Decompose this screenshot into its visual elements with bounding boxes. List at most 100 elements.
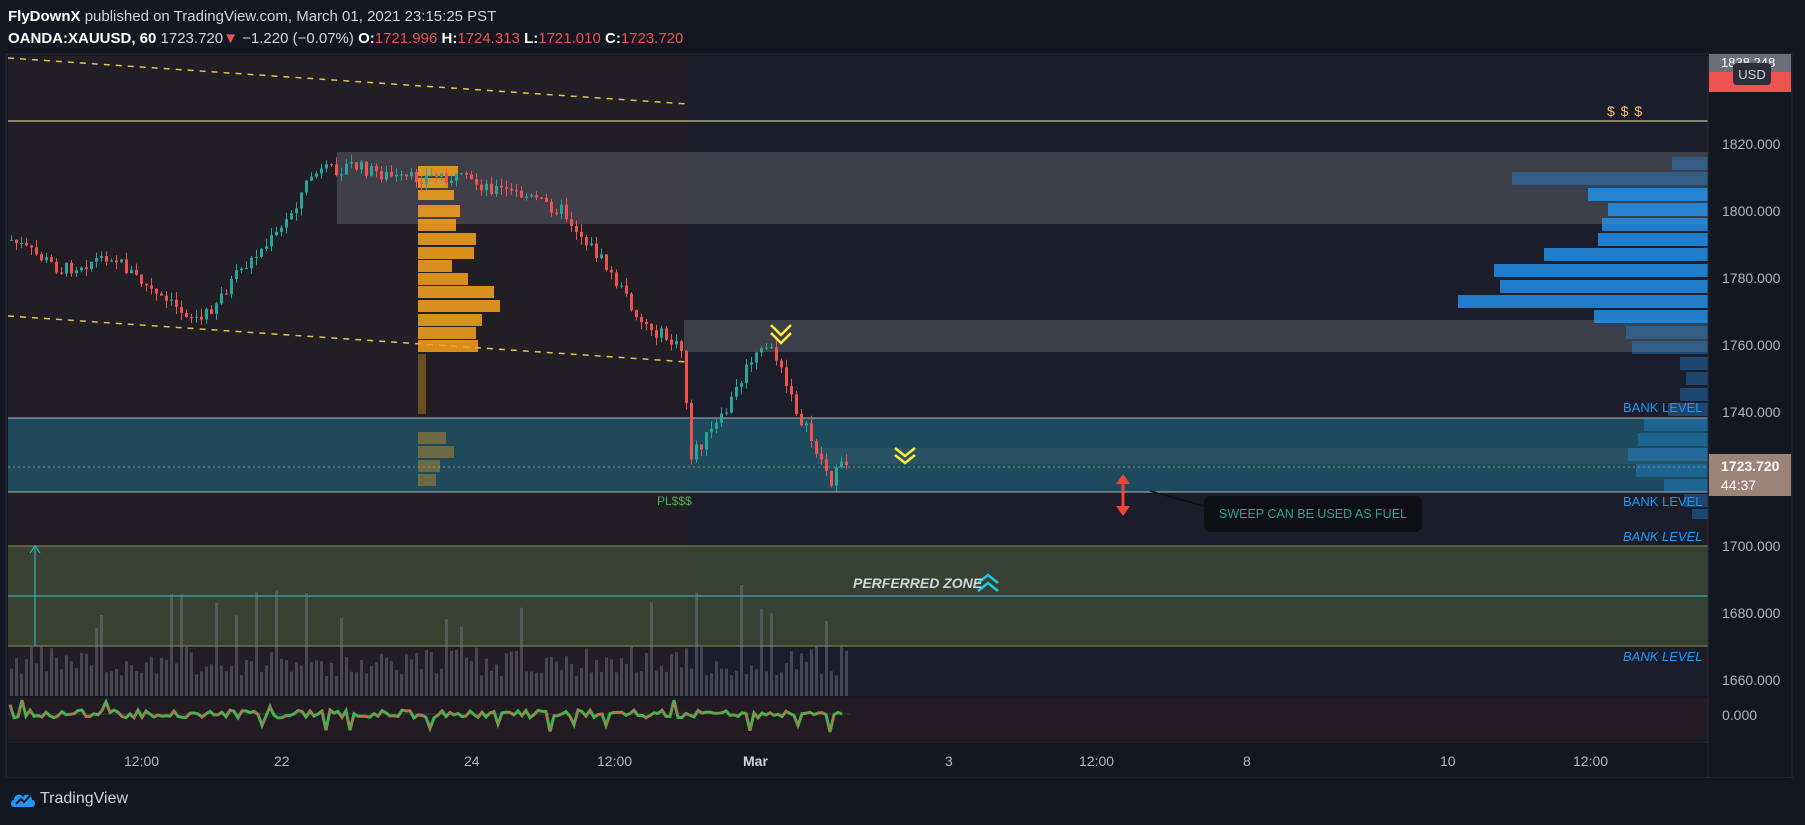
volume-bar bbox=[405, 654, 408, 696]
candle-body bbox=[85, 267, 88, 270]
candle-body bbox=[30, 245, 33, 248]
volume-bar bbox=[195, 674, 198, 696]
volume-bar bbox=[215, 602, 218, 696]
symbol-label[interactable]: OANDA:XAUUSD, 60 bbox=[8, 30, 157, 47]
candle-body bbox=[135, 269, 138, 275]
volume-bar bbox=[725, 668, 728, 696]
volume-bar bbox=[640, 670, 643, 696]
candle-body bbox=[800, 414, 803, 426]
volume-bar bbox=[450, 650, 453, 696]
tradingview-logo[interactable]: TradingView bbox=[10, 790, 128, 808]
candle-body bbox=[530, 195, 533, 197]
volume-bar bbox=[235, 615, 238, 696]
sweep-callout[interactable]: SWEEP CAN BE USED AS FUEL bbox=[1204, 496, 1422, 532]
volume-bar bbox=[135, 671, 138, 696]
volume-bar bbox=[555, 661, 558, 696]
cyan-vertical-arrow-icon bbox=[29, 545, 41, 646]
bank-level-zone[interactable] bbox=[8, 418, 1708, 492]
volume-bar bbox=[490, 670, 493, 696]
volume-bar bbox=[370, 666, 373, 696]
oscillator-pane[interactable] bbox=[8, 698, 1708, 740]
candle-body bbox=[150, 285, 153, 289]
candle-body bbox=[380, 171, 383, 180]
volume-bar bbox=[585, 648, 588, 696]
candle-body bbox=[840, 461, 843, 468]
volume-bar bbox=[815, 646, 818, 696]
volume-bar bbox=[660, 665, 663, 696]
double-arrow-vertical-icon[interactable] bbox=[1116, 474, 1130, 516]
volume-bar bbox=[120, 675, 123, 696]
candle-body bbox=[125, 259, 128, 274]
candle-body bbox=[565, 204, 568, 220]
open-value: 1721.996 bbox=[374, 30, 438, 47]
candle-body bbox=[620, 285, 623, 287]
candle-body bbox=[390, 172, 393, 177]
volume-bar bbox=[695, 592, 698, 696]
price-candles[interactable] bbox=[10, 154, 848, 492]
volume-bar bbox=[540, 673, 543, 696]
time-label: 10 bbox=[1440, 753, 1456, 769]
volume-bar bbox=[380, 653, 383, 696]
volume-bar bbox=[230, 666, 233, 696]
volume-bar bbox=[80, 653, 83, 696]
ohlc-line: OANDA:XAUUSD, 60 1723.720▼ −1.220 (−0.07… bbox=[8, 30, 683, 47]
candle-body bbox=[195, 316, 198, 318]
volume-bar bbox=[115, 669, 118, 696]
volume-bar bbox=[390, 661, 393, 696]
volume-bar bbox=[100, 615, 103, 696]
supply-zone-upper[interactable] bbox=[337, 152, 1708, 224]
candle-body bbox=[490, 183, 493, 195]
candle-body bbox=[520, 190, 523, 198]
volume-bar bbox=[145, 662, 148, 696]
candle-body bbox=[485, 183, 488, 191]
candle-body bbox=[650, 323, 653, 331]
candle-body bbox=[260, 248, 263, 257]
candle-body bbox=[680, 341, 683, 351]
volume-bar bbox=[310, 662, 313, 696]
volume-bar bbox=[385, 657, 388, 696]
candle-body bbox=[750, 362, 753, 365]
candle-body bbox=[355, 162, 358, 170]
author-name[interactable]: FlyDownX bbox=[8, 8, 81, 25]
low-value: 1721.010 bbox=[538, 30, 601, 47]
volume-bar bbox=[445, 619, 448, 696]
candle-body bbox=[70, 262, 73, 274]
volume-bar bbox=[140, 672, 143, 696]
candle-body bbox=[795, 394, 798, 415]
candle-body bbox=[80, 267, 83, 271]
volume-bar bbox=[225, 671, 228, 696]
volume-bar bbox=[615, 672, 618, 696]
candle-body bbox=[605, 254, 608, 270]
volume-bar bbox=[710, 673, 713, 696]
candle-body bbox=[235, 270, 238, 280]
candle-body bbox=[810, 423, 813, 442]
candle-body bbox=[695, 444, 698, 460]
candle-body bbox=[340, 174, 343, 176]
time-label: 8 bbox=[1243, 753, 1251, 769]
candle-body bbox=[170, 299, 173, 301]
candle-body bbox=[705, 432, 708, 450]
channel-lower-line[interactable] bbox=[7, 315, 689, 363]
candle-body bbox=[480, 184, 483, 191]
candle-body bbox=[285, 219, 288, 228]
candle-body bbox=[415, 172, 418, 183]
candle-body bbox=[745, 364, 748, 384]
candle-body bbox=[540, 197, 543, 199]
supply-zone-mid[interactable] bbox=[684, 320, 1708, 352]
channel-upper-line[interactable] bbox=[7, 57, 689, 105]
candle-body bbox=[730, 396, 733, 413]
candle-body bbox=[95, 258, 98, 262]
volume-bar bbox=[770, 613, 773, 696]
volume-bar bbox=[565, 656, 568, 696]
volume-bar bbox=[535, 672, 538, 696]
volume-bar bbox=[375, 662, 378, 696]
volume-bar bbox=[110, 671, 113, 696]
candle-body bbox=[665, 328, 668, 340]
volume-bar bbox=[240, 675, 243, 696]
callout-line bbox=[1149, 490, 1205, 507]
volume-bar bbox=[420, 669, 423, 696]
currency-badge[interactable]: USD bbox=[1733, 63, 1771, 85]
volume-bar bbox=[270, 652, 273, 696]
volume-bar bbox=[575, 675, 578, 696]
